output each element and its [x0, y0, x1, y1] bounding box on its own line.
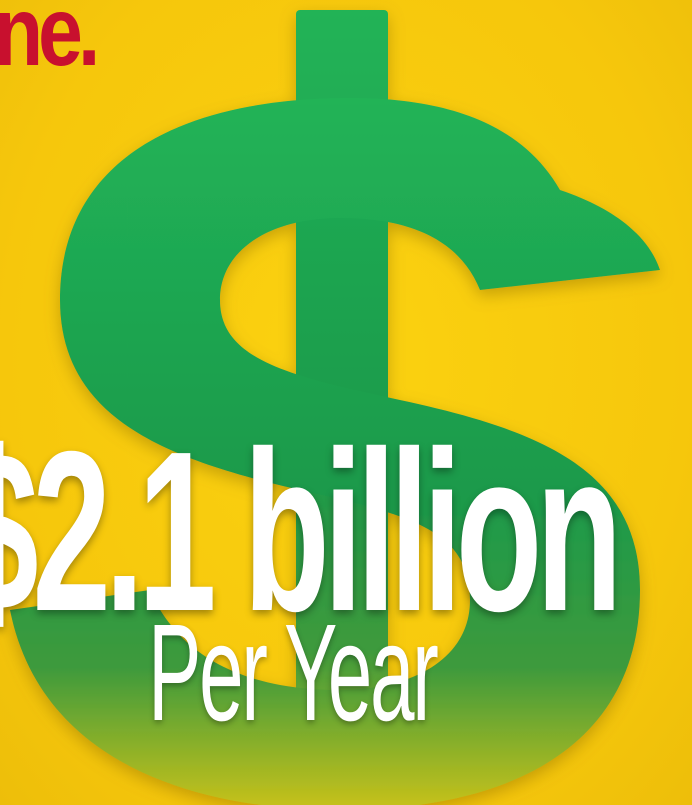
- period-text: Per Year: [148, 596, 439, 750]
- headline-fragment: ne.: [0, 0, 100, 86]
- amount-text: $2.1 billion: [0, 405, 622, 659]
